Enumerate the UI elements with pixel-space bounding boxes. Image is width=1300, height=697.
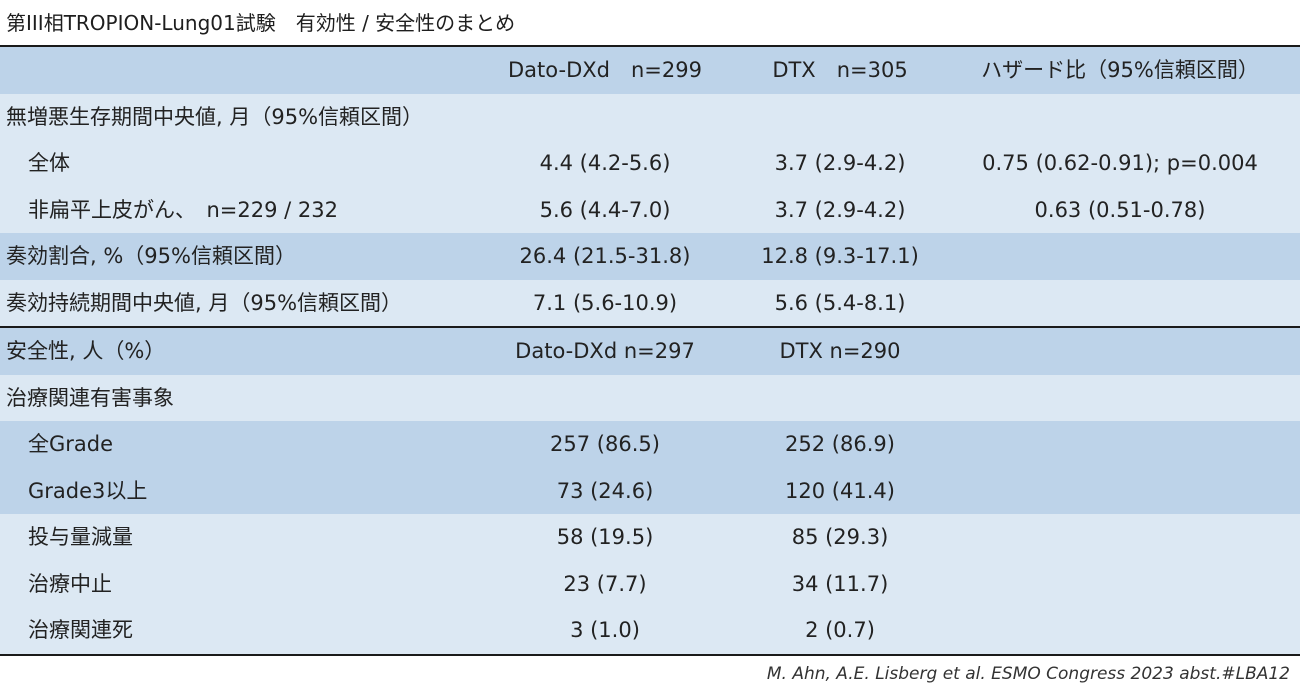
cell-dtx: 3.7 (2.9-4.2)	[774, 151, 906, 175]
table-row-all-grade: 全Grade 257 (86.5) 252 (86.9)	[0, 421, 1300, 468]
cell-dato-dxd: 3 (1.0)	[570, 618, 640, 642]
cell-dato-dxd: 26.4 (21.5-31.8)	[519, 244, 691, 268]
cell-dtx: 252 (86.9)	[785, 432, 895, 456]
cell-hazard-ratio: 0.75 (0.62-0.91); p=0.004	[982, 151, 1258, 175]
table-row-dose-reduction: 投与量減量 58 (19.5) 85 (29.3)	[0, 514, 1300, 561]
cell-dtx: 2 (0.7)	[805, 618, 875, 642]
table-row-trae-heading: 治療関連有害事象	[0, 374, 1300, 421]
cell-dtx: 3.7 (2.9-4.2)	[774, 197, 906, 222]
cell-dato-dxd: 58 (19.5)	[556, 525, 654, 549]
table-row-treatment-death: 治療関連死 3 (1.0) 2 (0.7)	[0, 607, 1300, 654]
row-label: Grade3以上	[28, 478, 148, 503]
summary-table: Dato-DXd n=299 DTX n=305 ハザード比（95%信頼区間） …	[0, 45, 1300, 656]
cell-dtx: 120 (41.4)	[785, 478, 895, 503]
cell-dtx: 34 (11.7)	[791, 571, 889, 596]
row-label: 奏効割合, %（95%信頼区間）	[6, 244, 296, 268]
header-hazard-ratio: ハザード比（95%信頼区間）	[981, 58, 1259, 82]
cell-dtx: 5.6 (5.4-8.1)	[774, 290, 906, 315]
table-row-orr: 奏効割合, %（95%信頼区間） 26.4 (21.5-31.8) 12.8 (…	[0, 233, 1300, 280]
safety-header-label: 安全性, 人（%）	[6, 339, 166, 363]
row-label: 全体	[28, 151, 70, 175]
source-citation: M. Ahn, A.E. Lisberg et al. ESMO Congres…	[766, 664, 1290, 684]
cell-dato-dxd: 73 (24.6)	[556, 478, 654, 503]
cell-dato-dxd: 5.6 (4.4-7.0)	[539, 197, 671, 222]
row-label: 治療関連死	[28, 618, 133, 642]
page-title: 第III相TROPION-Lung01試験 有効性 / 安全性のまとめ	[6, 11, 516, 35]
cell-dato-dxd: 23 (7.7)	[563, 571, 647, 596]
row-label: 非扁平上皮がん、 n=229 / 232	[28, 197, 338, 222]
cell-hazard-ratio: 0.63 (0.51-0.78)	[1034, 197, 1206, 222]
row-label: 投与量減量	[28, 525, 133, 549]
safety-header-dtx: DTX n=290	[779, 339, 901, 363]
table-row-discontinuation: 治療中止 23 (7.7) 34 (11.7)	[0, 560, 1300, 607]
header-dato-dxd: Dato-DXd n=299	[508, 58, 702, 82]
cell-dato-dxd: 4.4 (4.2-5.6)	[539, 151, 671, 175]
safety-header-dato-dxd: Dato-DXd n=297	[515, 339, 695, 363]
row-label: 奏効持続期間中央値, 月（95%信頼区間）	[6, 290, 403, 315]
table-row-dor: 奏効持続期間中央値, 月（95%信頼区間） 7.1 (5.6-10.9) 5.6…	[0, 279, 1300, 326]
safety-header-row: 安全性, 人（%） Dato-DXd n=297 DTX n=290	[0, 326, 1300, 375]
table-row-pfs-heading: 無増悪生存期間中央値, 月（95%信頼区間）	[0, 93, 1300, 140]
table-row-pfs-overall: 全体 4.4 (4.2-5.6) 3.7 (2.9-4.2) 0.75 (0.6…	[0, 140, 1300, 187]
table-header-row: Dato-DXd n=299 DTX n=305 ハザード比（95%信頼区間）	[0, 47, 1300, 94]
table-row-grade3-plus: Grade3以上 73 (24.6) 120 (41.4)	[0, 467, 1300, 514]
row-label: 全Grade	[28, 432, 114, 456]
row-label: 治療関連有害事象	[6, 385, 174, 410]
cell-dato-dxd: 257 (86.5)	[550, 432, 660, 456]
row-label: 無増悪生存期間中央値, 月（95%信頼区間）	[6, 104, 424, 129]
cell-dato-dxd: 7.1 (5.6-10.9)	[532, 290, 678, 315]
table-row-pfs-nonsquamous: 非扁平上皮がん、 n=229 / 232 5.6 (4.4-7.0) 3.7 (…	[0, 186, 1300, 233]
row-label: 治療中止	[28, 571, 112, 596]
cell-dtx: 85 (29.3)	[791, 525, 889, 549]
header-dtx: DTX n=305	[772, 58, 908, 82]
cell-dtx: 12.8 (9.3-17.1)	[761, 244, 919, 268]
